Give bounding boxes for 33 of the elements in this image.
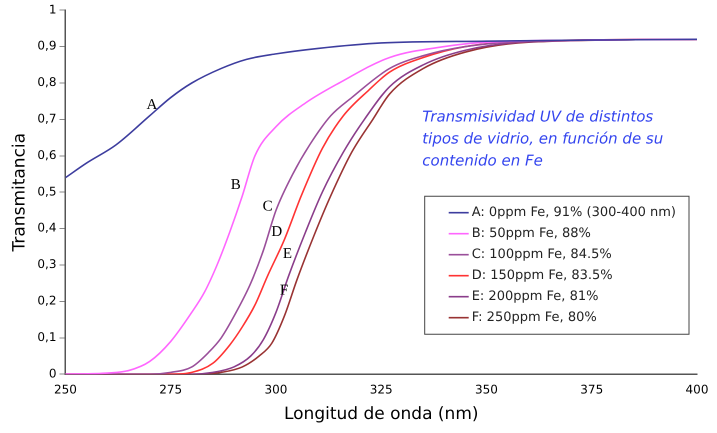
y-tick-label: 1 xyxy=(48,2,56,16)
y-tick-label: 0,1 xyxy=(37,330,56,344)
legend-label: D: 150ppm Fe, 83.5% xyxy=(472,268,613,284)
x-tick-label: 400 xyxy=(686,382,708,397)
legend-label: F: 250ppm Fe, 80% xyxy=(472,310,597,326)
line-series xyxy=(65,38,697,178)
legend-label: C: 100ppm Fe, 84.5% xyxy=(472,247,612,262)
y-tick-label: 0,3 xyxy=(37,257,56,272)
x-tick-label: 250 xyxy=(54,382,77,397)
annotation: C xyxy=(262,198,273,215)
annotation: A xyxy=(146,96,158,113)
y-tick-label: 0,8 xyxy=(37,75,56,90)
annotation: D xyxy=(271,224,282,240)
x-tick-label: 300 xyxy=(264,382,288,397)
x-axis-title: Longitud de onda (nm) xyxy=(284,404,479,424)
y-axis-title: Transmitancia xyxy=(10,132,30,252)
x-tick-label: 275 xyxy=(159,382,182,397)
y-tick-label: 0 xyxy=(48,366,56,380)
y-tick-label: 0,6 xyxy=(37,148,56,162)
legend-label: B: 50ppm Fe, 88% xyxy=(472,226,591,242)
y-tick-label: 0,4 xyxy=(37,220,56,235)
x-tick-label: 350 xyxy=(475,382,498,397)
x-tick-label: 375 xyxy=(580,382,604,397)
legend-label: E: 200ppm Fe, 81% xyxy=(472,289,598,304)
y-tick-label: 0,5 xyxy=(37,184,56,198)
y-tick-label: 0,2 xyxy=(37,294,56,308)
y-tick-label: 0,9 xyxy=(37,38,56,53)
legend-label: A: 0ppm Fe, 91% (300-400 nm) xyxy=(472,205,676,220)
annotation: E xyxy=(282,246,292,262)
annotation: B xyxy=(230,176,241,193)
annotation: Transmisividad UV de distintos tipos de vidrio, en función de su contenido en Fe xyxy=(422,108,664,170)
x-tick-label: 325 xyxy=(370,382,393,397)
y-tick-label: 0,7 xyxy=(37,112,56,126)
